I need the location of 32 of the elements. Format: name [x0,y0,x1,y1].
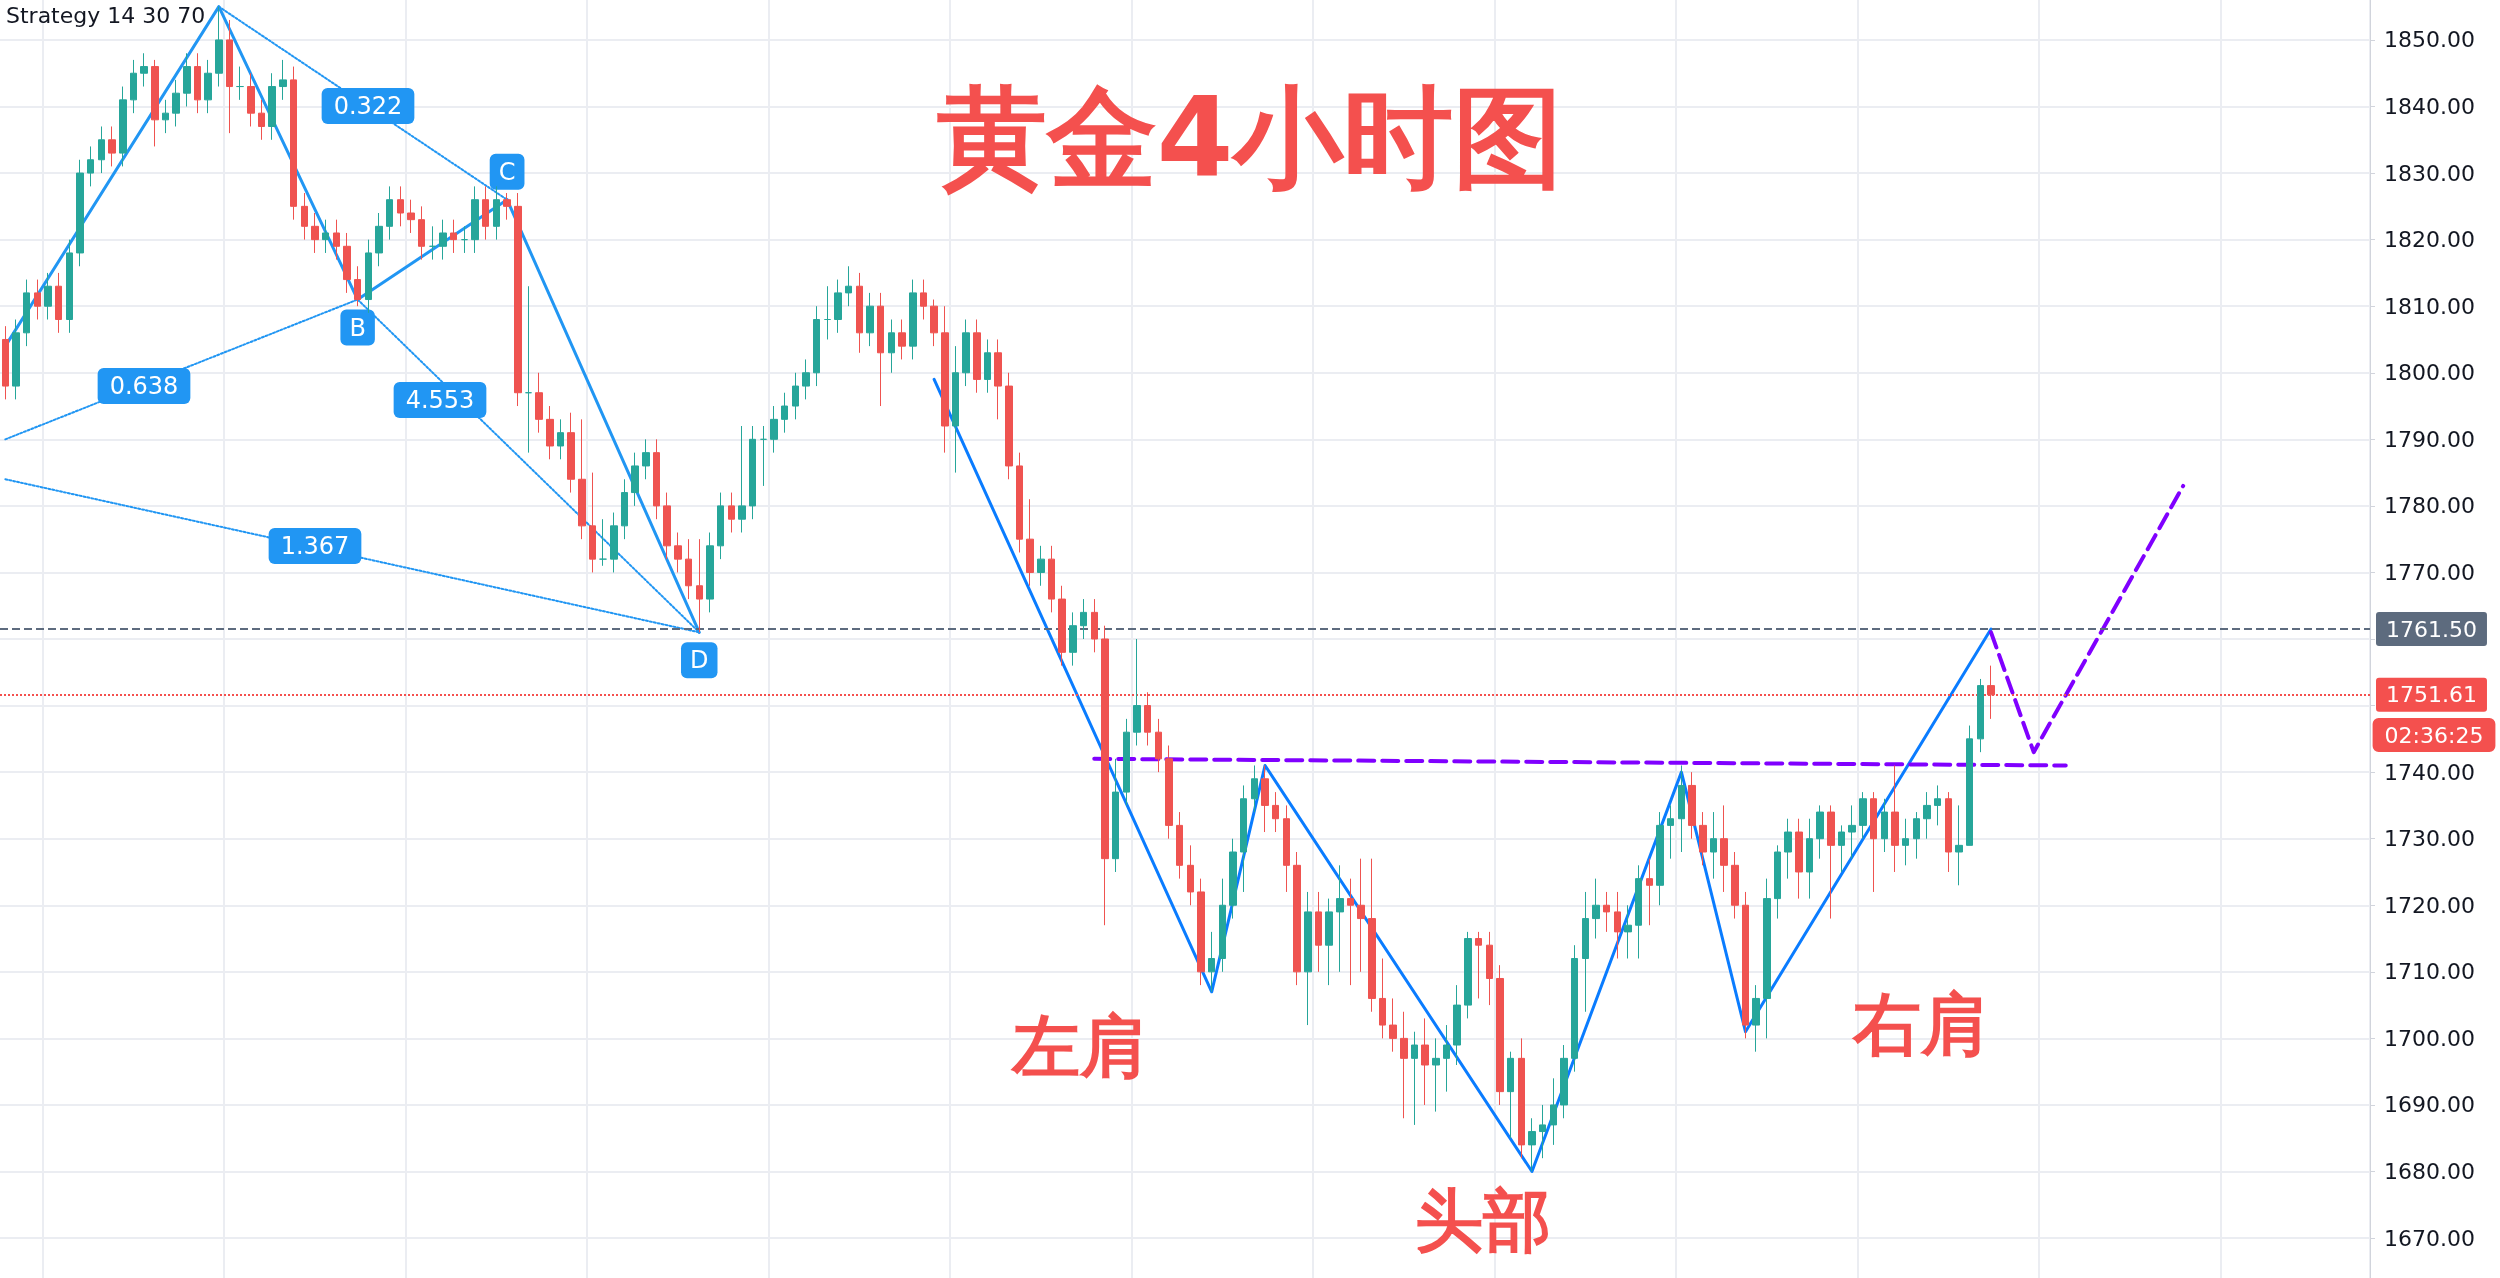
y-tick-label: 1810.00 [2384,293,2475,319]
y-tick-label: 1720.00 [2384,892,2475,918]
y-tick-label: 1790.00 [2384,426,2475,452]
annotation: 0.638 [109,372,179,400]
data-label: B [349,313,366,342]
data-label: D [690,646,709,675]
annotation: 头部 [1415,1180,1551,1260]
y-tick-label: 1840.00 [2384,94,2475,119]
annotation: 4.553 [405,386,475,414]
y-tick-label: 1850.00 [2384,27,2475,53]
data-label: C [498,157,516,186]
y-tick-label: 1700.00 [2384,1025,2475,1051]
y-tick-label: 1780.00 [2384,493,2475,519]
y-tick-label: 1710.00 [2384,959,2475,985]
annotation: 0.322 [333,92,403,120]
y-tick-label: 1730.00 [2384,826,2475,852]
y-tick-label: 1740.00 [2384,759,2475,785]
annotation: 右肩 [1851,984,1989,1064]
y-tick-label: 1770.00 [2384,559,2475,585]
ref-line-label: 1761.50 [2386,616,2477,642]
y-tick-label: 1680.00 [2384,1159,2475,1184]
text: 02:36:25 [2384,722,2484,748]
y-tick-label: 1820.00 [2384,227,2475,253]
annotation: 左肩 [1010,1006,1148,1086]
ref-line-label: 1751.61 [2386,682,2477,708]
y-tick-label: 1690.00 [2384,1092,2475,1118]
y-tick-label: 1670.00 [2384,1225,2475,1251]
annotation: Strategy 14 30 70 [6,2,206,28]
y-tick-label: 1800.00 [2384,360,2475,386]
y-tick-label: 1830.00 [2384,160,2475,186]
text: 黄金4小时图 [936,74,1564,202]
annotation: 1.367 [280,532,350,560]
